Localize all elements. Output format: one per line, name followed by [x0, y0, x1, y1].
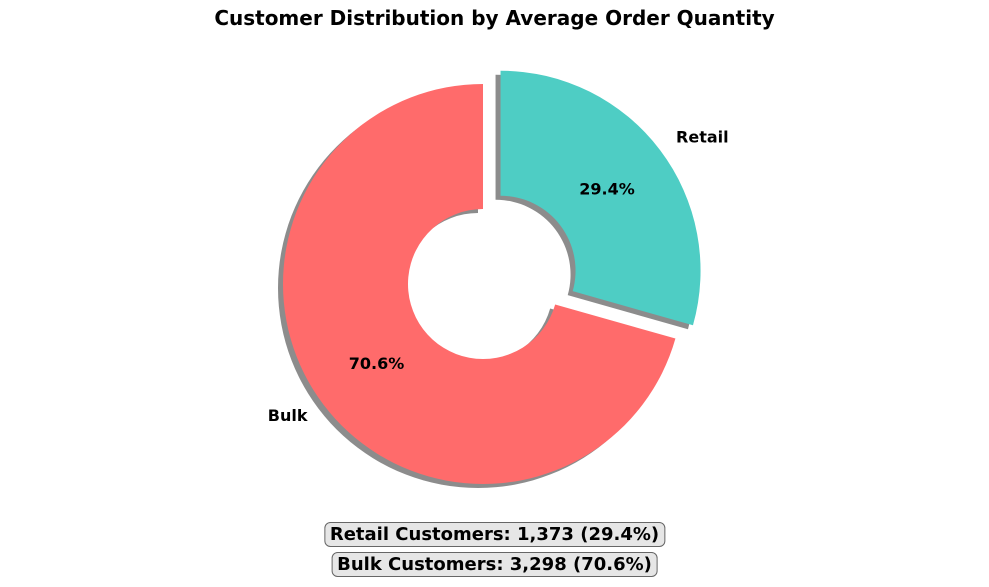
retail-category-label: Retail	[676, 128, 729, 147]
label-layer: 29.4% Retail 70.6% Bulk	[268, 128, 729, 426]
bulk-slice	[282, 84, 676, 484]
bulk-category-label: Bulk	[268, 406, 308, 425]
summary-retail-box: Retail Customers: 1,373 (29.4%)	[323, 522, 666, 547]
chart-title: Customer Distribution by Average Order Q…	[214, 6, 775, 30]
retail-pct-label: 29.4%	[579, 180, 635, 199]
retail-slice	[500, 70, 701, 326]
bulk-pct-label: 70.6%	[349, 354, 405, 373]
slice-layer	[282, 70, 701, 484]
summary-bulk-box: Bulk Customers: 3,298 (70.6%)	[331, 552, 658, 577]
